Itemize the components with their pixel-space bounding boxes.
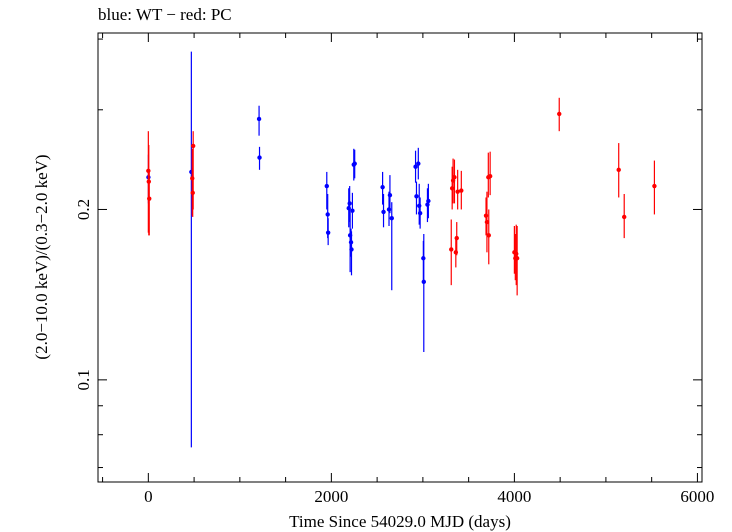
data-point (257, 155, 262, 160)
data-point (387, 192, 393, 198)
y-tick-label: 0.1 (74, 369, 93, 390)
data-point (421, 279, 426, 285)
data-point (454, 235, 459, 241)
data-point (380, 184, 385, 190)
data-point (381, 209, 386, 215)
x-tick-label: 2000 (314, 487, 348, 506)
data-point (459, 188, 464, 193)
data-point (346, 206, 351, 211)
data-point (413, 164, 418, 169)
data-point (352, 161, 357, 166)
data-point (514, 251, 519, 256)
data-point (449, 186, 455, 191)
y-tick-label: 0.2 (74, 199, 93, 220)
data-point (652, 183, 657, 189)
y-axis-label: (2.0−10.0 keV)/(0.3−2.0 keV) (32, 154, 51, 359)
data-point (256, 116, 262, 122)
data-point (452, 175, 457, 180)
data-point (486, 233, 491, 238)
data-point (455, 189, 460, 194)
data-point (453, 250, 459, 255)
data-point (417, 210, 423, 216)
data-point (386, 207, 392, 212)
data-point (325, 212, 330, 217)
data-point (449, 247, 454, 252)
data-point (350, 208, 355, 213)
data-point (349, 247, 354, 252)
data-point (484, 219, 490, 225)
x-tick-label: 4000 (497, 487, 531, 506)
chart-title: blue: WT − red: PC (98, 5, 232, 24)
data-point (622, 214, 627, 220)
data-point (325, 230, 331, 235)
data-point (487, 173, 493, 179)
data-point (514, 256, 520, 261)
data-point (190, 143, 196, 149)
x-tick-label: 6000 (680, 487, 714, 506)
data-point (557, 111, 562, 117)
plot-frame (97, 32, 703, 483)
data-point (417, 203, 422, 209)
data-point (389, 216, 394, 221)
data-point (426, 198, 431, 204)
data-point (416, 161, 421, 166)
data-point (616, 167, 621, 173)
data-point (483, 213, 489, 218)
data-point (414, 194, 419, 199)
x-tick-label: 0 (144, 487, 153, 506)
data-point (147, 196, 152, 201)
x-axis-label: Time Since 54029.0 MJD (days) (289, 512, 511, 531)
data-point (347, 201, 352, 206)
data-point (324, 183, 329, 189)
